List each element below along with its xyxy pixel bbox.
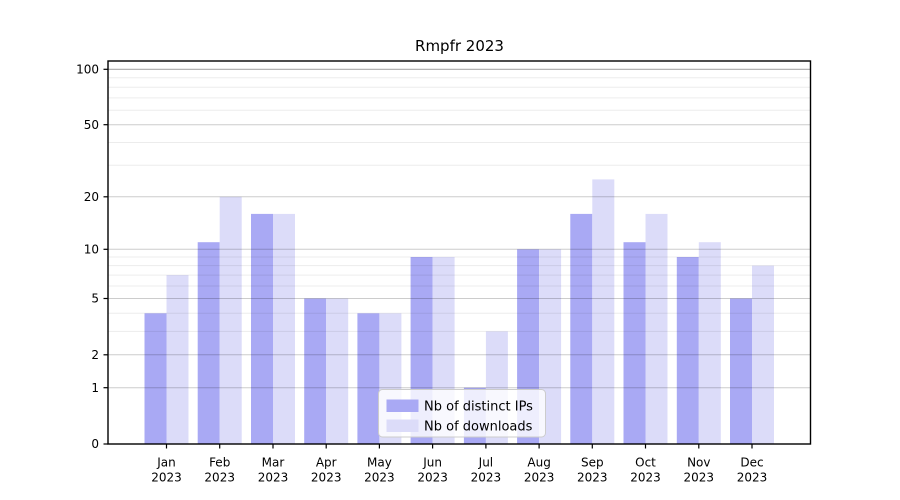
x-tick-label-year: 2023 <box>524 471 555 485</box>
bar-apr-downloads <box>326 298 349 444</box>
x-tick-label-month: May <box>367 456 392 470</box>
bar-feb-downloads <box>219 196 242 444</box>
y-tick-label: 100 <box>76 63 99 77</box>
y-tick-label: 1 <box>91 381 99 395</box>
bars-group <box>144 179 774 444</box>
x-tick-label-month: Sep <box>581 456 604 470</box>
chart-title: Rmpfr 2023 <box>415 37 504 55</box>
bar-nov-downloads <box>698 242 721 444</box>
bar-feb-ips <box>197 242 220 444</box>
y-tick-label: 5 <box>91 292 99 306</box>
x-tick-label-month: Dec <box>740 456 763 470</box>
bar-nov-ips <box>676 257 699 444</box>
y-tick-label: 2 <box>91 348 99 362</box>
x-tick-label-year: 2023 <box>577 471 608 485</box>
bar-dec-downloads <box>752 265 774 444</box>
x-tick-label-year: 2023 <box>151 471 182 485</box>
legend-label: Nb of distinct IPs <box>424 400 533 415</box>
bar-sep-downloads <box>592 179 615 444</box>
bar-may-ips <box>357 313 380 444</box>
bar-mar-downloads <box>273 213 295 444</box>
x-tick-label-month: Aug <box>527 456 550 470</box>
bar-mar-ips <box>251 213 273 444</box>
legend-label: Nb of downloads <box>424 420 533 435</box>
legend: Nb of distinct IPs Nb of downloads <box>378 389 546 438</box>
ticks-group <box>103 68 753 449</box>
bar-oct-ips <box>623 242 646 444</box>
x-tick-label-month: Jun <box>422 456 442 470</box>
legend-swatch-downloads <box>386 419 419 432</box>
y-tick-label: 10 <box>84 243 99 257</box>
x-tick-label-year: 2023 <box>737 471 768 485</box>
x-tick-label-year: 2023 <box>364 471 395 485</box>
bar-jan-ips <box>144 313 167 444</box>
legend-swatch-ips <box>386 399 419 412</box>
x-tick-label-month: Jul <box>478 456 493 470</box>
legend-box <box>378 389 546 438</box>
x-tick-label-month: Oct <box>635 456 656 470</box>
y-tick-label: 20 <box>84 190 99 204</box>
y-tick-label: 0 <box>91 437 99 451</box>
x-tick-label-year: 2023 <box>471 471 502 485</box>
x-tick-label-month: Nov <box>687 456 710 470</box>
x-axis-labels: Jan2023Feb2023Mar2023Apr2023May2023Jun20… <box>151 456 767 485</box>
plot-frame <box>107 60 812 445</box>
bar-oct-downloads <box>645 213 668 444</box>
x-tick-label-month: Apr <box>316 456 337 470</box>
gridlines-group <box>108 68 811 389</box>
bar-dec-ips <box>730 298 752 444</box>
bar-apr-ips <box>304 298 327 444</box>
x-tick-label-month: Feb <box>209 456 230 470</box>
bar-sep-ips <box>570 213 593 444</box>
y-tick-label: 50 <box>84 118 99 132</box>
x-tick-label-year: 2023 <box>258 471 289 485</box>
bar-jan-downloads <box>166 275 189 444</box>
x-tick-label-year: 2023 <box>311 471 342 485</box>
x-tick-label-month: Jan <box>156 456 176 470</box>
x-tick-label-year: 2023 <box>684 471 715 485</box>
x-tick-label-month: Mar <box>262 456 285 470</box>
x-tick-label-year: 2023 <box>417 471 448 485</box>
y-axis-labels: 0 1 2 5 10 20 50 100 <box>76 63 99 452</box>
x-tick-label-year: 2023 <box>204 471 235 485</box>
x-tick-label-year: 2023 <box>630 471 661 485</box>
